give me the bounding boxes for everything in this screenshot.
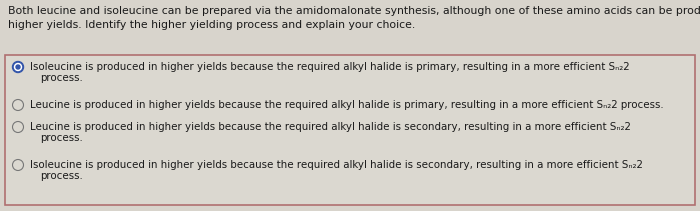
Text: process.: process. xyxy=(40,133,83,143)
Text: Isoleucine is produced in higher yields because the required alkyl halide is pri: Isoleucine is produced in higher yields … xyxy=(30,62,629,72)
Circle shape xyxy=(13,100,24,111)
Text: Isoleucine is produced in higher yields because the required alkyl halide is sec: Isoleucine is produced in higher yields … xyxy=(30,160,643,170)
Circle shape xyxy=(13,160,24,170)
Text: higher yields. Identify the higher yielding process and explain your choice.: higher yields. Identify the higher yield… xyxy=(8,20,415,30)
Text: process.: process. xyxy=(40,73,83,83)
Text: process.: process. xyxy=(40,171,83,181)
Circle shape xyxy=(15,64,22,70)
Circle shape xyxy=(13,61,24,73)
Text: Leucine is produced in higher yields because the required alkyl halide is second: Leucine is produced in higher yields bec… xyxy=(30,122,631,132)
FancyBboxPatch shape xyxy=(5,55,695,205)
Text: Leucine is produced in higher yields because the required alkyl halide is primar: Leucine is produced in higher yields bec… xyxy=(30,100,664,110)
Circle shape xyxy=(16,65,20,69)
Text: Both leucine and isoleucine can be prepared via the amidomalonate synthesis, alt: Both leucine and isoleucine can be prepa… xyxy=(8,6,700,16)
Circle shape xyxy=(13,122,24,133)
